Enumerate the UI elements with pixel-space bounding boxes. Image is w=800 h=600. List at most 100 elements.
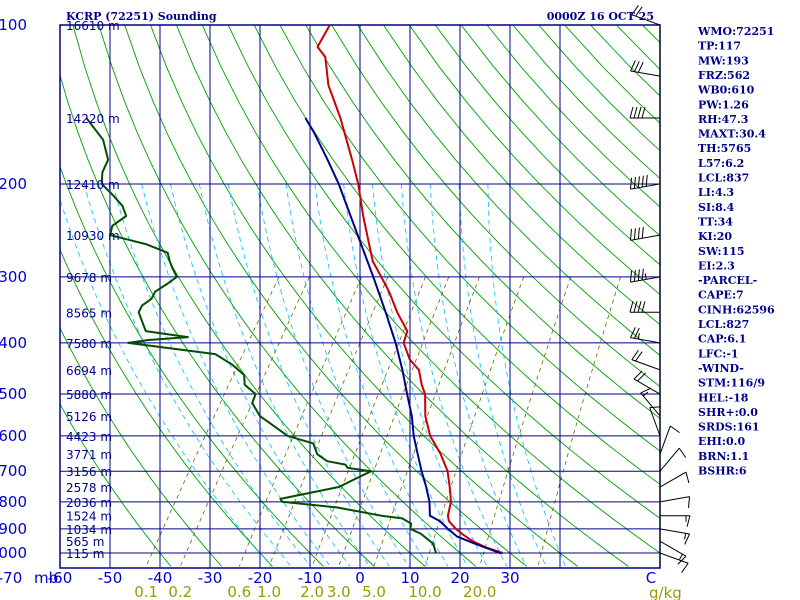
dry-adiabat bbox=[383, 25, 660, 326]
index-value: KI:20 bbox=[698, 230, 732, 243]
sounding-series bbox=[85, 25, 504, 555]
pressure-tick-label: 100 bbox=[0, 16, 27, 34]
index-value: BRN:1.1 bbox=[698, 450, 749, 463]
moist-adiabat bbox=[256, 183, 410, 567]
dry-adiabat bbox=[357, 25, 660, 356]
pressure-tick-label: 200 bbox=[0, 175, 27, 193]
index-value: EHI:0.0 bbox=[698, 435, 745, 448]
mixing-ratio-tick-label: 0.2 bbox=[168, 583, 192, 600]
height-label: 3156 m bbox=[66, 465, 112, 479]
moist-adiabat bbox=[285, 183, 429, 567]
temperature-tick-label: -70 bbox=[0, 569, 22, 587]
index-value: HEL:-18 bbox=[698, 391, 749, 404]
temperature-tick-label: -60 bbox=[48, 569, 73, 587]
index-value: CINH:62596 bbox=[698, 303, 775, 316]
mixing-ratio-tick-label: 10.0 bbox=[408, 583, 441, 600]
wind-barb bbox=[659, 540, 687, 565]
index-value: SRDS:161 bbox=[698, 421, 760, 434]
temperature-tick-label: 20 bbox=[450, 569, 469, 587]
wind-barb bbox=[640, 387, 661, 417]
index-value: WB0:610 bbox=[697, 84, 755, 97]
pressure-tick-label: 600 bbox=[0, 427, 27, 445]
index-value: CAP:6.1 bbox=[698, 333, 746, 346]
index-value: TH:5765 bbox=[698, 142, 751, 155]
height-label: 7580 m bbox=[66, 337, 112, 351]
dry-adiabat bbox=[408, 25, 660, 296]
mixing-ratio-line bbox=[537, 276, 621, 567]
mixing-ratio-line bbox=[479, 276, 572, 567]
mixing-ratio-line bbox=[238, 276, 362, 567]
wind-barb bbox=[659, 528, 690, 545]
height-label: 565 m bbox=[66, 535, 104, 549]
mixing-ratio-tick-label: 3.0 bbox=[327, 583, 351, 600]
dewpoint-line bbox=[85, 117, 437, 554]
index-value: CAPE:7 bbox=[698, 289, 744, 302]
temperature-tick-label: -10 bbox=[298, 569, 323, 587]
index-value: SI:8.4 bbox=[698, 201, 735, 214]
height-label: 5126 m bbox=[66, 410, 112, 424]
wind-barb bbox=[629, 268, 661, 283]
index-value: FRZ:562 bbox=[698, 69, 750, 82]
index-value: LFC:-1 bbox=[698, 347, 739, 360]
wind-barb bbox=[659, 552, 689, 573]
wind-barb bbox=[659, 447, 687, 472]
dry-adiabat bbox=[227, 25, 660, 519]
index-value: -PARCEL- bbox=[698, 274, 757, 287]
mixing-ratio-unit-label: g/kg bbox=[649, 584, 682, 600]
moist-adiabat bbox=[83, 183, 292, 567]
mixing-ratio-line bbox=[145, 276, 280, 567]
temperature-tick-label: 0 bbox=[355, 569, 365, 587]
index-value: -WIND- bbox=[698, 362, 744, 375]
temperature-tick-label: -30 bbox=[198, 569, 223, 587]
index-value: RH:47.3 bbox=[698, 113, 748, 126]
mixing-ratio-tick-label: 0.6 bbox=[227, 583, 251, 600]
chart-time: 0000Z 16 OCT 25 bbox=[547, 10, 654, 23]
height-label: 4423 m bbox=[66, 430, 112, 444]
wind-barb bbox=[630, 60, 661, 77]
index-value: STM:116/9 bbox=[698, 377, 765, 390]
mixing-ratio-tick-label: 20.0 bbox=[463, 583, 496, 600]
index-value: SHR+:0.0 bbox=[698, 406, 758, 419]
wind-barb bbox=[629, 106, 660, 119]
pressure-tick-label: 400 bbox=[0, 334, 27, 352]
wind-barb bbox=[631, 5, 661, 26]
temperature-unit-label: C bbox=[646, 569, 656, 587]
pressure-tick-label: 900 bbox=[0, 520, 27, 538]
mixing-ratio-tick-label: 0.1 bbox=[134, 583, 158, 600]
mixing-ratio-line bbox=[311, 276, 426, 567]
pressure-tick-label: 800 bbox=[0, 493, 27, 511]
wind-barb bbox=[659, 471, 690, 488]
index-value: LCL:827 bbox=[698, 318, 749, 331]
index-value: TT:34 bbox=[698, 215, 733, 228]
pressure-unit-label: mb bbox=[34, 569, 58, 587]
moist-adiabat bbox=[141, 183, 331, 567]
mixing-ratio-line bbox=[424, 276, 525, 567]
moist-adiabat bbox=[429, 183, 527, 567]
moist-adiabat bbox=[112, 183, 312, 567]
wind-barb bbox=[659, 496, 691, 509]
parcel-line bbox=[304, 117, 502, 555]
mixing-ratio-tick-label: 5.0 bbox=[362, 583, 386, 600]
moist-adiabat bbox=[60, 198, 272, 567]
moist-adiabat bbox=[400, 183, 508, 567]
wind-barb bbox=[649, 406, 662, 437]
temperature-tick-label: 10 bbox=[400, 569, 419, 587]
wind-barbs bbox=[629, 5, 691, 573]
temperature-tick-label: -50 bbox=[98, 569, 123, 587]
height-label: 2036 m bbox=[66, 496, 112, 510]
height-label: 6694 m bbox=[66, 364, 112, 378]
mixing-ratio-tick-label: 2.0 bbox=[300, 583, 324, 600]
mixing-ratio-line bbox=[179, 276, 310, 567]
index-value: MW:193 bbox=[698, 54, 749, 67]
wind-barb bbox=[660, 515, 691, 527]
wind-barb bbox=[659, 425, 680, 455]
moist-adiabat bbox=[343, 183, 468, 567]
pressure-tick-label: 700 bbox=[0, 462, 27, 480]
temperature-tick-label: -40 bbox=[148, 569, 173, 587]
index-value: WMO:72251 bbox=[697, 25, 774, 38]
index-value: EI:2.3 bbox=[698, 259, 735, 272]
index-value: TP:117 bbox=[698, 40, 741, 53]
height-label: 16610 m bbox=[66, 19, 120, 33]
wind-barb bbox=[630, 327, 661, 344]
